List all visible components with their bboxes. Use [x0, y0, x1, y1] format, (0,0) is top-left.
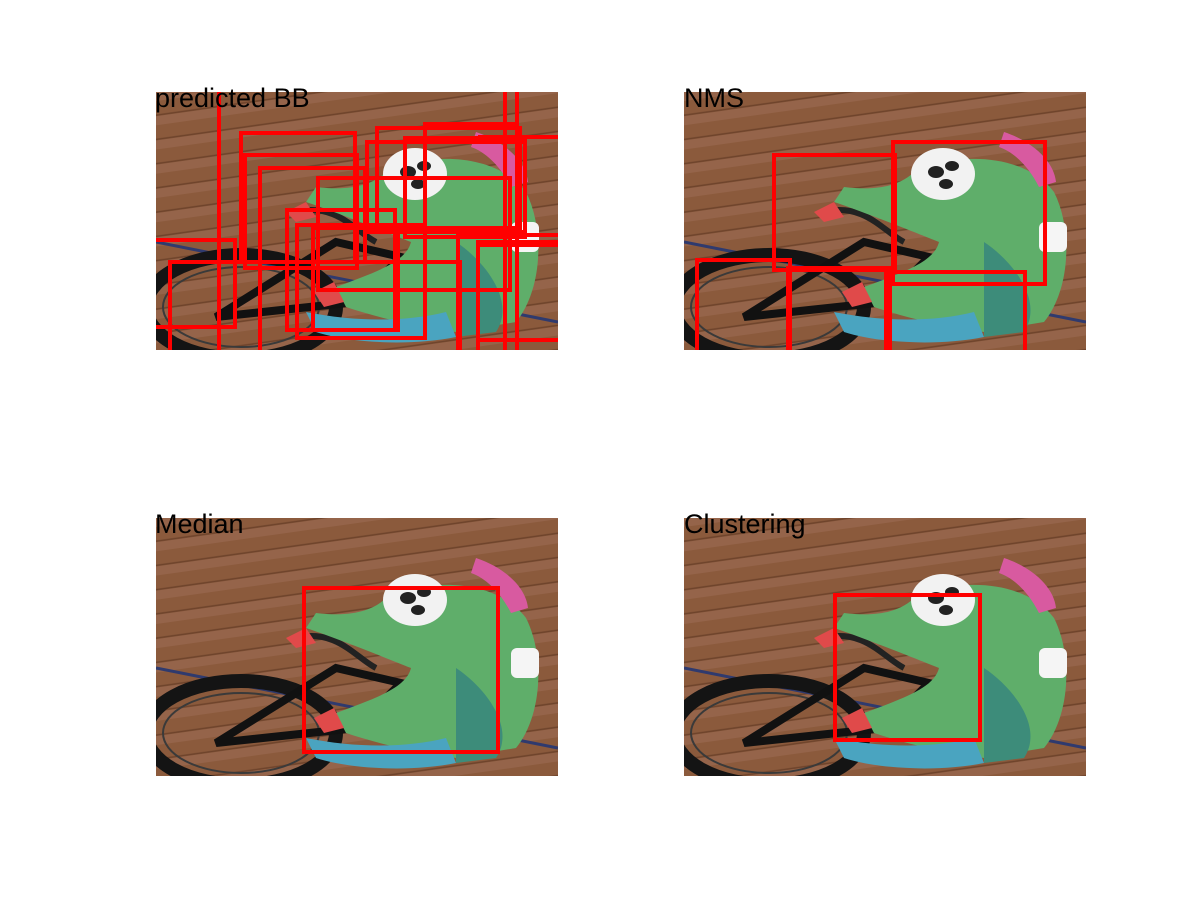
- panel-title: NMS: [684, 83, 744, 113]
- panel: NMS: [674, 83, 1086, 350]
- panel-title: Clustering: [684, 509, 806, 539]
- bounding-boxes: [156, 92, 558, 350]
- panel: predicted BB: [155, 83, 558, 350]
- panel-image: [156, 92, 558, 350]
- panel: Clustering: [674, 509, 1086, 785]
- bounding-box: [833, 593, 982, 742]
- bounding-boxes: [695, 140, 1047, 350]
- panel-image: [674, 518, 1086, 785]
- panel-image: [674, 92, 1086, 350]
- photo: [674, 518, 1086, 785]
- panel-title: Median: [155, 509, 244, 539]
- panel-image: [146, 518, 558, 785]
- bounding-box: [302, 586, 500, 754]
- panel: Median: [146, 509, 558, 785]
- panel-title: predicted BB: [155, 83, 310, 113]
